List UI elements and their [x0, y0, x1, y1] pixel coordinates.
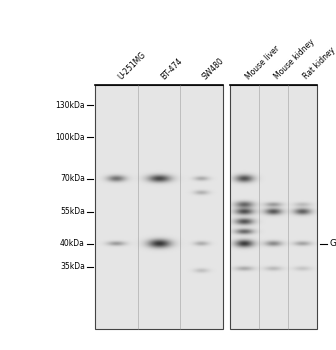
Text: BT-474: BT-474 — [159, 56, 184, 81]
Text: 55kDa: 55kDa — [60, 208, 85, 216]
Text: 40kDa: 40kDa — [60, 239, 85, 248]
Text: 130kDa: 130kDa — [55, 101, 85, 110]
Text: U-251MG: U-251MG — [116, 50, 147, 81]
Bar — [230, 85, 317, 329]
Text: 35kDa: 35kDa — [60, 262, 85, 271]
Text: Mouse kidney: Mouse kidney — [273, 37, 317, 81]
Text: GPR143: GPR143 — [329, 239, 336, 248]
Text: 100kDa: 100kDa — [55, 133, 85, 142]
Text: Rat kidney: Rat kidney — [302, 46, 336, 81]
Text: Mouse liver: Mouse liver — [244, 43, 282, 81]
Text: SW480: SW480 — [201, 56, 226, 81]
Text: 70kDa: 70kDa — [60, 174, 85, 183]
Bar — [95, 85, 223, 329]
